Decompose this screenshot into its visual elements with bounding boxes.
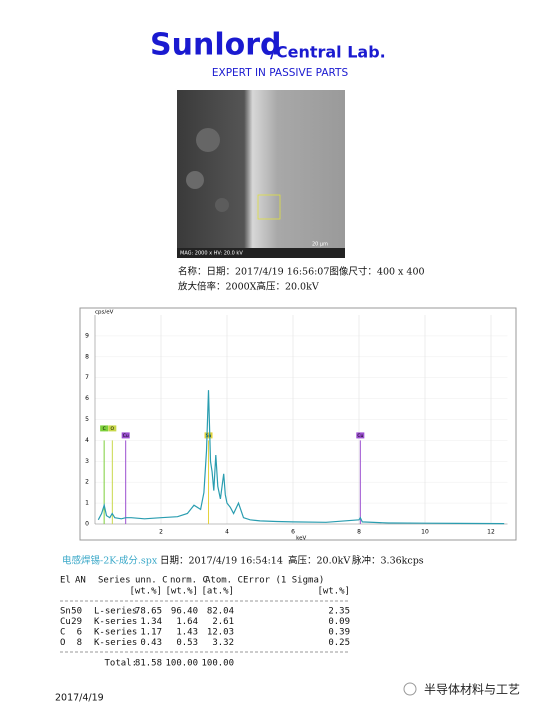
marker-label: Cu	[357, 433, 363, 439]
caption: 放大倍率：2000X高压：20.0kV	[178, 281, 319, 293]
x-tick-label: 8	[357, 529, 361, 536]
x-tick-label: 10	[421, 529, 429, 536]
marker-label: Cu	[123, 433, 129, 439]
column-unit: [wt.%]	[165, 587, 198, 597]
marker-label: O	[111, 426, 115, 432]
footer-date: 2017/4/19	[55, 693, 104, 704]
table-cell: 1.34	[140, 617, 162, 627]
table-cell: 2.35	[328, 607, 350, 617]
marker-tag	[356, 432, 365, 439]
table-cell: 0.53	[176, 638, 198, 648]
chart-frame	[79, 307, 517, 541]
marker-tag	[204, 432, 213, 439]
table-cell: 3.32	[212, 638, 234, 648]
marker-label: Sn	[206, 433, 212, 439]
table-cell: K-series	[94, 628, 137, 638]
table-cell: 0.09	[328, 617, 350, 627]
info-voltage: 高压：20.0kV	[288, 555, 350, 567]
table-cell: 6	[77, 628, 82, 638]
brand: Sunlord	[150, 28, 281, 63]
division: /Central Lab.	[270, 43, 386, 62]
sem-image	[177, 90, 345, 258]
file-name: 电感焊锡-2K-成分.spx	[62, 555, 158, 567]
y-tick-label: 4	[85, 437, 89, 444]
x-tick-label: 6	[291, 529, 295, 536]
report: 电感焊锡-2K-成分.spx 日期：2017/4/19 16:54:14 高压：20…	[60, 555, 424, 669]
spectrum-line	[97, 390, 505, 525]
y-tick-label: 1	[85, 500, 89, 507]
table-cell: 82.04	[207, 607, 234, 617]
column-unit: [wt.%]	[129, 587, 162, 597]
column-header: unn. C	[135, 576, 168, 586]
y-tick-label: 9	[85, 332, 89, 339]
y-tick-label: 5	[85, 416, 89, 423]
marker-tag	[121, 432, 130, 439]
column-header: El	[60, 576, 71, 586]
y-tick-label: 8	[85, 353, 89, 360]
x-tick-label: 2	[159, 529, 163, 536]
total-label: Total:	[104, 659, 137, 669]
table-cell: Cu	[60, 617, 71, 627]
table-cell: K-series	[94, 617, 137, 627]
table-cell: 2.61	[212, 617, 234, 627]
caption: 名称：日期：2017/4/19 16:56:07图像尺寸：400 x 400	[178, 266, 425, 278]
sem-bar	[177, 248, 345, 258]
column-unit: [wt.%]	[317, 587, 350, 597]
table-cell: 8	[77, 638, 82, 648]
sem-overlay: MAG: 2000 x HV: 20.0 kV	[180, 251, 243, 257]
table-cell: 1.64	[176, 617, 198, 627]
y-tick-label: 6	[85, 395, 89, 402]
x-axis-label: keV	[296, 536, 306, 542]
y-tick-label: 2	[85, 479, 89, 486]
table-cell: 0.25	[328, 638, 350, 648]
table-cell: 0.43	[140, 638, 162, 648]
marker-label: C	[103, 426, 106, 432]
wechat-icon	[403, 682, 417, 696]
sem-grain	[186, 171, 204, 189]
column-header: norm. C	[170, 576, 208, 586]
sem-grain	[215, 198, 229, 212]
table-cell: Sn	[60, 607, 71, 617]
watermark: 半导体材料与工艺	[424, 683, 520, 697]
info-date: 日期：2017/4/19 16:54:14	[160, 556, 283, 567]
tagline: EXPERT IN PASSIVE PARTS	[212, 67, 349, 79]
y-tick-label: 7	[85, 374, 89, 381]
sem-scale: 20 μm	[312, 242, 328, 248]
table-cell: 29	[71, 617, 82, 627]
y-tick-label: 3	[85, 458, 89, 465]
sem-area	[257, 194, 281, 220]
table-cell: 1.43	[176, 628, 198, 638]
column-unit: [at.%]	[201, 587, 234, 597]
table-cell: 12.03	[207, 628, 234, 638]
total-cell: 100.00	[165, 659, 198, 669]
column-header: Atom. C	[205, 576, 243, 586]
column-header: Series	[98, 576, 131, 586]
table-cell: L-series	[94, 607, 137, 617]
table-cell: K-series	[94, 638, 137, 648]
x-tick-label: 4	[225, 529, 229, 536]
marker-tag	[100, 425, 109, 432]
column-header: Error (1 Sigma)	[243, 576, 324, 586]
table-cell: 50	[71, 607, 82, 617]
table-cell: C	[60, 628, 65, 638]
x-tick-label: 12	[487, 529, 495, 536]
total-cell: 100.00	[201, 659, 234, 669]
table-cell: 0.39	[328, 628, 350, 638]
table-cell: 1.17	[140, 628, 162, 638]
info-pulse: 脉冲：3.36kcps	[352, 555, 424, 567]
table-cell: 96.40	[171, 607, 198, 617]
total-cell: 81.58	[135, 659, 162, 669]
table-cell: O	[60, 638, 65, 648]
table-cell: 78.65	[135, 607, 162, 617]
y-tick-label: 0	[85, 521, 89, 528]
y-axis-label: cps/eV	[95, 310, 114, 316]
column-header: AN	[75, 576, 86, 586]
marker-tag	[108, 425, 117, 432]
sem-grain	[196, 128, 220, 152]
